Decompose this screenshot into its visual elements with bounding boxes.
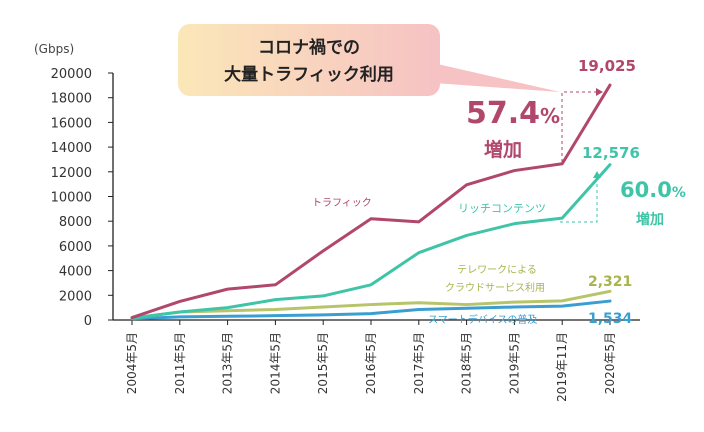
y-axis-ticks: 0 2000 4000 6000 8000 10000 12000 14000 16000 180… xyxy=(51,67,113,329)
covid-callout: コロナ禍での 大量トラフィック利用 xyxy=(178,24,560,96)
callout-line-2: 大量トラフィック利用 xyxy=(224,64,394,85)
callout-box xyxy=(178,24,440,96)
x-tick-label: 2019年11月 xyxy=(555,332,569,402)
series-label-smart-device: スマートデバイスの普及 xyxy=(428,313,537,326)
y-tick-label: 18000 xyxy=(51,92,92,107)
y-axis-unit-label: (Gbps) xyxy=(34,42,74,56)
end-label-traffic: 19,025 xyxy=(578,57,636,75)
x-tick-label: 2014年5月 xyxy=(268,332,282,394)
x-tick-label: 2013年5月 xyxy=(221,332,235,394)
series-label-traffic: トラフィック xyxy=(312,197,372,209)
rich-content-increase-annotation: 60.0% 増加 xyxy=(560,171,686,228)
x-tick-label: 2020年5月 xyxy=(603,332,617,394)
callout-line-1: コロナ禍での xyxy=(258,37,360,58)
y-tick-label: 14000 xyxy=(51,141,92,156)
x-axis-ticks: 2004年5月 2011年5月 2013年5月 2014年5月 2015年5月 2016年… xyxy=(125,320,617,402)
rich-content-increase-word: 増加 xyxy=(636,211,664,228)
y-tick-label: 6000 xyxy=(59,240,92,255)
rich-content-increase-bracket xyxy=(560,176,598,223)
series-label-rich-content: リッチコンテンツ xyxy=(458,202,546,215)
series-lines xyxy=(130,83,612,321)
y-tick-label: 20000 xyxy=(51,67,92,82)
traffic-increase-word: 増加 xyxy=(484,138,522,161)
end-label-smart-device: 1,534 xyxy=(588,311,633,327)
traffic-increase-bracket xyxy=(561,91,596,162)
callout-pointer xyxy=(420,60,560,92)
traffic-increase-annotation: 57.4% 増加 xyxy=(466,88,603,162)
y-tick-label: 0 xyxy=(84,314,92,329)
series-traffic-line xyxy=(130,83,612,320)
x-tick-label: 2017年5月 xyxy=(412,332,426,394)
traffic-increase-value: 57.4% xyxy=(466,96,560,131)
x-tick-label: 2019年5月 xyxy=(507,332,521,394)
rich-content-increase-value: 60.0% xyxy=(620,178,686,202)
series-cloud-service-line xyxy=(130,289,612,320)
x-tick-label: 2016年5月 xyxy=(364,332,378,394)
y-tick-label: 12000 xyxy=(51,166,92,181)
y-tick-label: 2000 xyxy=(59,289,92,304)
end-label-rich-content: 12,576 xyxy=(582,144,640,162)
y-tick-label: 10000 xyxy=(51,191,92,206)
y-tick-label: 4000 xyxy=(59,265,92,280)
y-tick-label: 8000 xyxy=(59,215,92,230)
series-rich-content-line xyxy=(130,163,612,320)
traffic-increase-arrowhead xyxy=(596,88,603,96)
x-tick-label: 2015年5月 xyxy=(316,332,330,394)
series-label-cloud-line2: クラウドサービス利用 xyxy=(445,282,545,294)
rich-content-increase-arrowhead xyxy=(593,171,601,178)
y-tick-label: 16000 xyxy=(51,116,92,131)
series-label-cloud-line1: テレワークによる xyxy=(457,264,537,276)
x-tick-label: 2004年5月 xyxy=(125,332,139,394)
x-tick-label: 2018年5月 xyxy=(460,332,474,394)
series-smart-device-line xyxy=(130,299,612,321)
x-tick-label: 2011年5月 xyxy=(173,332,187,394)
end-label-cloud: 2,321 xyxy=(588,274,632,290)
